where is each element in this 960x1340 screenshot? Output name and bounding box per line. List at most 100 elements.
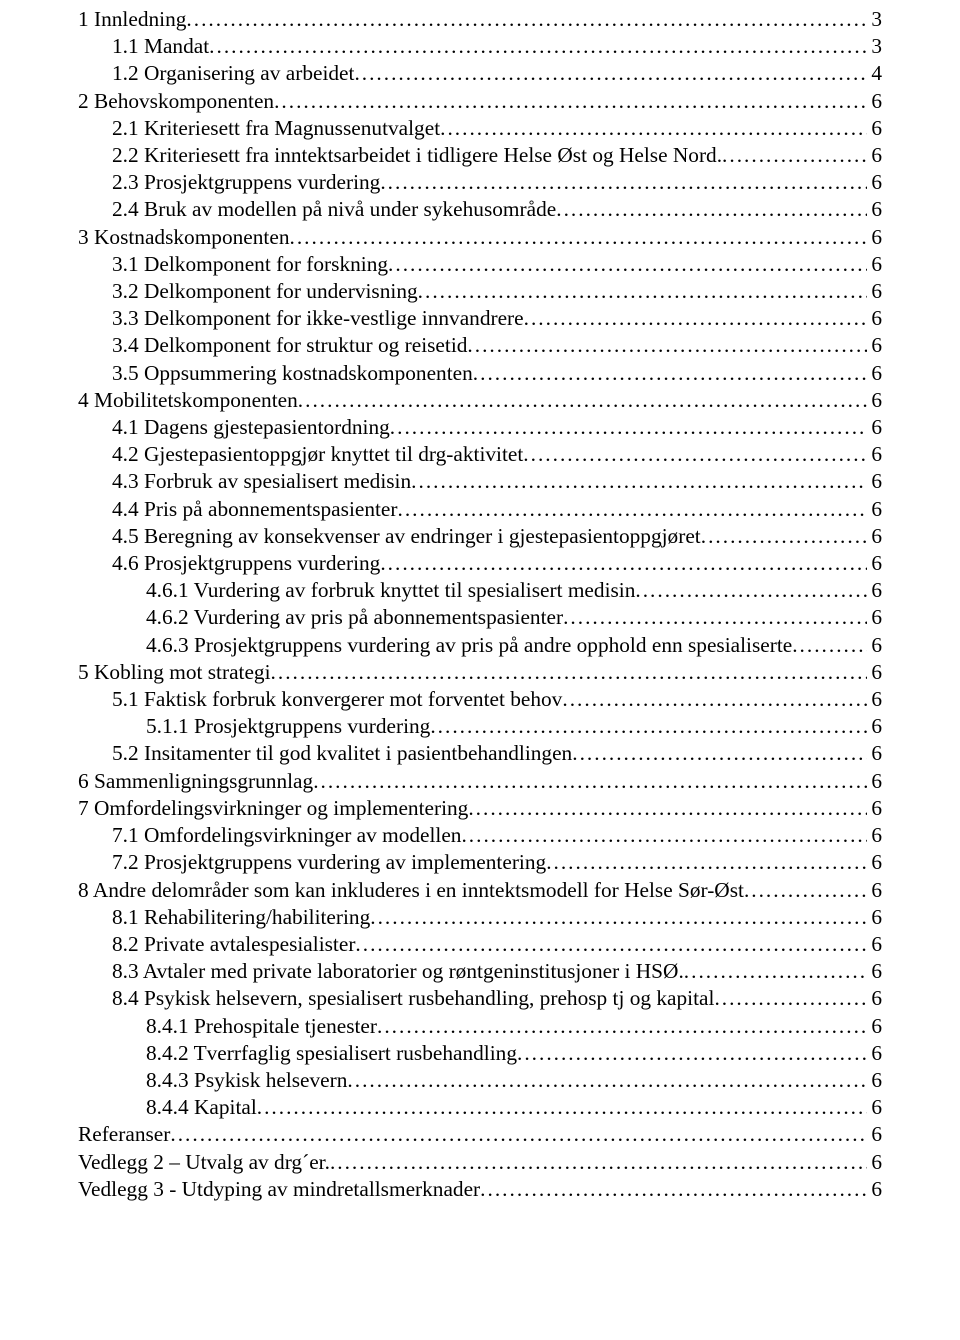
toc-entry-label: 4 Mobilitetskomponenten bbox=[78, 387, 298, 414]
toc-entry[interactable]: 4.1 Dagens gjestepasientordning 6 bbox=[78, 414, 882, 441]
toc-entry-page: 6 bbox=[867, 577, 882, 604]
toc-entry-page: 6 bbox=[867, 496, 882, 523]
toc-entry-page: 6 bbox=[867, 904, 882, 931]
toc-entry[interactable]: 2.4 Bruk av modellen på nivå under sykeh… bbox=[78, 196, 882, 223]
toc-entry[interactable]: 3.1 Delkomponent for forskning6 bbox=[78, 251, 882, 278]
toc-entry-page: 6 bbox=[867, 931, 882, 958]
toc-entry[interactable]: Referanser6 bbox=[78, 1121, 882, 1148]
toc-entry[interactable]: 1.2 Organisering av arbeidet4 bbox=[78, 60, 882, 87]
toc-entry[interactable]: 3.3 Delkomponent for ikke-vestlige innva… bbox=[78, 305, 882, 332]
toc-dot-leader bbox=[298, 387, 868, 414]
toc-entry[interactable]: 4.6 Prosjektgruppens vurdering6 bbox=[78, 550, 882, 577]
toc-entry-page: 6 bbox=[867, 985, 882, 1012]
toc-entry-label: Referanser bbox=[78, 1121, 170, 1148]
toc-entry-label: 4.1 Dagens gjestepasientordning bbox=[112, 414, 390, 441]
toc-entry-label: 7.1 Omfordelingsvirkninger av modellen bbox=[112, 822, 461, 849]
toc-entry-label: 2.3 Prosjektgruppens vurdering bbox=[112, 169, 380, 196]
toc-entry-page: 6 bbox=[867, 332, 882, 359]
toc-entry-page: 6 bbox=[867, 142, 882, 169]
toc-entry-label: 8.3 Avtaler med private laboratorier og … bbox=[112, 958, 684, 985]
toc-entry[interactable]: 3.4 Delkomponent for struktur og reiseti… bbox=[78, 332, 882, 359]
toc-entry[interactable]: 4.4 Pris på abonnementspasienter6 bbox=[78, 496, 882, 523]
toc-entry-label: 4.5 Beregning av konsekvenser av endring… bbox=[112, 523, 701, 550]
toc-entry-label: 5.1 Faktisk forbruk konvergerer mot forv… bbox=[112, 686, 562, 713]
toc-entry[interactable]: 2.3 Prosjektgruppens vurdering6 bbox=[78, 169, 882, 196]
toc-entry[interactable]: 1 Innledning3 bbox=[78, 6, 882, 33]
toc-entry[interactable]: 5.2 Insitamenter til god kvalitet i pasi… bbox=[78, 740, 882, 767]
toc-entry-label: 8.4.2 Tverrfaglig spesialisert rusbehand… bbox=[146, 1040, 517, 1067]
toc-entry[interactable]: 2 Behovskomponenten6 bbox=[78, 88, 882, 115]
toc-entry[interactable]: 8.4.4 Kapital6 bbox=[78, 1094, 882, 1121]
toc-entry[interactable]: 3.2 Delkomponent for undervisning6 bbox=[78, 278, 882, 305]
toc-entry[interactable]: 3 Kostnadskomponenten6 bbox=[78, 224, 882, 251]
toc-entry[interactable]: 7 Omfordelingsvirkninger og implementeri… bbox=[78, 795, 882, 822]
toc-entry[interactable]: 8.2 Private avtalespesialister6 bbox=[78, 931, 882, 958]
toc-entry[interactable]: 8 Andre delområder som kan inkluderes i … bbox=[78, 877, 882, 904]
toc-entry[interactable]: 4.6.1 Vurdering av forbruk knyttet til s… bbox=[78, 577, 882, 604]
toc-entry-page: 6 bbox=[867, 877, 882, 904]
toc-entry[interactable]: 4.6.2 Vurdering av pris på abonnementspa… bbox=[78, 604, 882, 631]
toc-dot-leader bbox=[390, 414, 868, 441]
toc-dot-leader bbox=[355, 931, 867, 958]
toc-entry[interactable]: 2.2 Kriteriesett fra inntektsarbeidet i … bbox=[78, 142, 882, 169]
toc-entry[interactable]: 5 Kobling mot strategi 6 bbox=[78, 659, 882, 686]
toc-entry-page: 6 bbox=[867, 414, 882, 441]
toc-entry-label: 8 Andre delområder som kan inkluderes i … bbox=[78, 877, 744, 904]
toc-dot-leader bbox=[572, 740, 867, 767]
toc-entry[interactable]: 4.2 Gjestepasientoppgjør knyttet til drg… bbox=[78, 441, 882, 468]
toc-entry-page: 6 bbox=[867, 468, 882, 495]
toc-dot-leader bbox=[792, 632, 867, 659]
toc-entry-label: 4.6.3 Prosjektgruppens vurdering av pris… bbox=[146, 632, 792, 659]
toc-entry-label: 8.4.4 Kapital bbox=[146, 1094, 257, 1121]
toc-dot-leader bbox=[556, 196, 867, 223]
toc-entry[interactable]: Vedlegg 3 - Utdyping av mindretallsmerkn… bbox=[78, 1176, 882, 1203]
toc-entry[interactable]: Vedlegg 2 – Utvalg av drg´er.6 bbox=[78, 1149, 882, 1176]
toc-dot-leader bbox=[440, 115, 867, 142]
toc-entry[interactable]: 8.3 Avtaler med private laboratorier og … bbox=[78, 958, 882, 985]
toc-dot-leader bbox=[714, 985, 867, 1012]
toc-entry-page: 6 bbox=[867, 740, 882, 767]
toc-entry[interactable]: 8.4.3 Psykisk helsevern 6 bbox=[78, 1067, 882, 1094]
toc-entry-page: 6 bbox=[867, 1067, 882, 1094]
toc-entry[interactable]: 5.1.1 Prosjektgruppens vurdering6 bbox=[78, 713, 882, 740]
toc-entry[interactable]: 7.2 Prosjektgruppens vurdering av implem… bbox=[78, 849, 882, 876]
toc-entry-page: 6 bbox=[867, 523, 882, 550]
toc-entry-label: 2.2 Kriteriesett fra inntektsarbeidet i … bbox=[112, 142, 722, 169]
toc-entry-page: 6 bbox=[867, 1013, 882, 1040]
toc-entry[interactable]: 3.5 Oppsummering kostnadskomponenten6 bbox=[78, 360, 882, 387]
toc-entry[interactable]: 4 Mobilitetskomponenten6 bbox=[78, 387, 882, 414]
toc-entry-label: 4.6.2 Vurdering av pris på abonnementspa… bbox=[146, 604, 563, 631]
toc-dot-leader bbox=[523, 441, 867, 468]
toc-dot-leader bbox=[517, 1040, 867, 1067]
toc-entry-page: 3 bbox=[867, 33, 882, 60]
toc-entry-label: 8.4.3 Psykisk helsevern bbox=[146, 1067, 347, 1094]
toc-entry[interactable]: 8.1 Rehabilitering/habilitering 6 bbox=[78, 904, 882, 931]
toc-entry-page: 6 bbox=[867, 768, 882, 795]
toc-entry[interactable]: 1.1 Mandat3 bbox=[78, 33, 882, 60]
toc-entry-label: 8.4 Psykisk helsevern, spesialisert rusb… bbox=[112, 985, 714, 1012]
toc-entry[interactable]: 6 Sammenligningsgrunnlag6 bbox=[78, 768, 882, 795]
toc-entry-page: 6 bbox=[867, 659, 882, 686]
toc-entry-page: 6 bbox=[867, 224, 882, 251]
toc-entry[interactable]: 4.6.3 Prosjektgruppens vurdering av pris… bbox=[78, 632, 882, 659]
toc-entry[interactable]: 5.1 Faktisk forbruk konvergerer mot forv… bbox=[78, 686, 882, 713]
toc-entry[interactable]: 4.5 Beregning av konsekvenser av endring… bbox=[78, 523, 882, 550]
toc-entry[interactable]: 8.4 Psykisk helsevern, spesialisert rusb… bbox=[78, 985, 882, 1012]
toc-dot-leader bbox=[635, 577, 867, 604]
toc-entry-label: 8.4.1 Prehospitale tjenester bbox=[146, 1013, 377, 1040]
toc-entry-page: 6 bbox=[867, 822, 882, 849]
toc-entry[interactable]: 7.1 Omfordelingsvirkninger av modellen 6 bbox=[78, 822, 882, 849]
toc-entry-label: 4.3 Forbruk av spesialisert medisin bbox=[112, 468, 411, 495]
toc-entry[interactable]: 2.1 Kriteriesett fra Magnussenutvalget6 bbox=[78, 115, 882, 142]
toc-entry-label: 8.1 Rehabilitering/habilitering bbox=[112, 904, 370, 931]
toc-entry[interactable]: 8.4.1 Prehospitale tjenester 6 bbox=[78, 1013, 882, 1040]
toc-entry-label: Vedlegg 3 - Utdyping av mindretallsmerkn… bbox=[78, 1176, 480, 1203]
toc-entry-label: 5 Kobling mot strategi bbox=[78, 659, 271, 686]
toc-dot-leader bbox=[701, 523, 868, 550]
toc-entry[interactable]: 4.3 Forbruk av spesialisert medisin 6 bbox=[78, 468, 882, 495]
toc-page: 1 Innledning31.1 Mandat31.2 Organisering… bbox=[0, 0, 960, 1223]
toc-entry-page: 6 bbox=[867, 441, 882, 468]
toc-entry-label: 5.2 Insitamenter til god kvalitet i pasi… bbox=[112, 740, 572, 767]
toc-entry-label: 3.5 Oppsummering kostnadskomponenten bbox=[112, 360, 473, 387]
toc-entry[interactable]: 8.4.2 Tverrfaglig spesialisert rusbehand… bbox=[78, 1040, 882, 1067]
